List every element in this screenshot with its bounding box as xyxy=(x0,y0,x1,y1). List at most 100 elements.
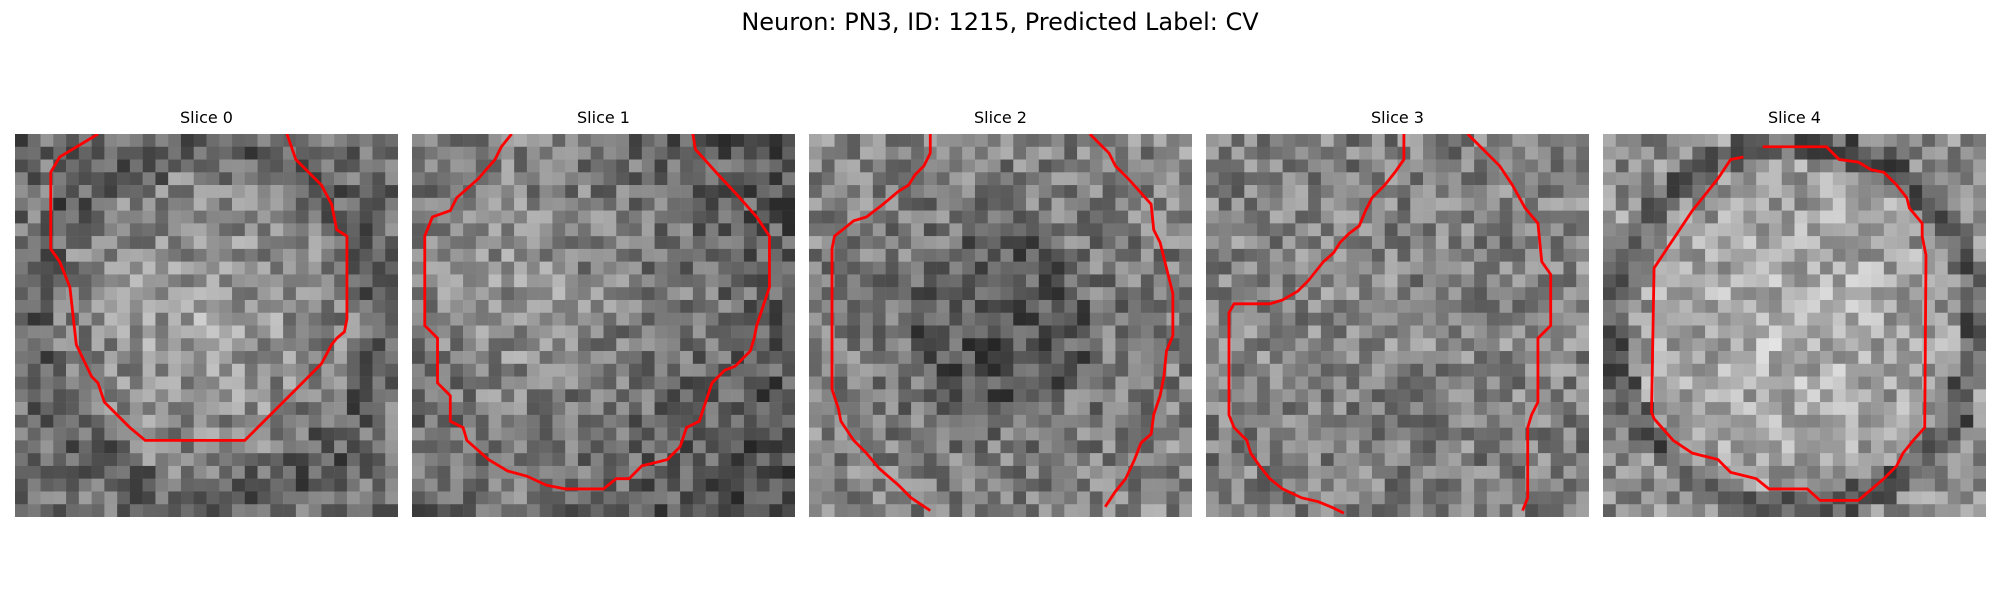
pixel xyxy=(514,440,528,454)
pixel xyxy=(1666,185,1680,199)
pixel xyxy=(705,440,719,454)
pixel xyxy=(1807,134,1821,148)
pixel xyxy=(1576,223,1589,237)
pixel xyxy=(629,453,643,467)
pixel xyxy=(257,338,271,352)
pixel xyxy=(295,197,309,211)
pixel xyxy=(372,185,386,199)
pixel xyxy=(117,197,131,211)
pixel xyxy=(577,312,591,326)
pixel xyxy=(1781,351,1795,365)
pixel xyxy=(1692,427,1706,441)
pixel xyxy=(1206,504,1220,517)
pixel xyxy=(1807,210,1821,224)
pixel xyxy=(680,197,694,211)
pixel xyxy=(1756,185,1770,199)
pixel xyxy=(1435,197,1449,211)
pixel xyxy=(412,402,426,416)
pixel xyxy=(1537,402,1551,416)
pixel xyxy=(1206,299,1220,313)
pixel xyxy=(1499,414,1513,428)
pixel xyxy=(616,402,630,416)
pixel xyxy=(1960,363,1974,377)
pixel xyxy=(308,159,322,173)
pixel xyxy=(1140,478,1154,492)
pixel xyxy=(321,299,335,313)
pixel xyxy=(1525,363,1539,377)
pixel xyxy=(283,274,297,288)
pixel xyxy=(1257,414,1271,428)
pixel xyxy=(1499,312,1513,326)
pixel xyxy=(257,376,271,390)
pixel xyxy=(923,223,937,237)
pixel xyxy=(1448,134,1462,148)
pixel xyxy=(1231,274,1245,288)
pixel xyxy=(1730,261,1744,275)
pixel xyxy=(437,351,451,365)
slice-panel-0: Slice 0 xyxy=(15,108,398,517)
pixel xyxy=(488,325,502,339)
pixel xyxy=(565,414,579,428)
pixel xyxy=(1883,338,1897,352)
pixel xyxy=(346,197,360,211)
pixel xyxy=(1218,465,1232,479)
pixel xyxy=(1525,274,1539,288)
pixel xyxy=(847,223,861,237)
pixel xyxy=(1756,453,1770,467)
pixel xyxy=(359,287,373,301)
pixel xyxy=(129,440,143,454)
pixel xyxy=(450,210,464,224)
pixel xyxy=(1537,172,1551,186)
pixel xyxy=(424,491,438,505)
pixel xyxy=(1654,504,1668,517)
pixel xyxy=(372,223,386,237)
pixel xyxy=(654,210,668,224)
pixel xyxy=(424,312,438,326)
pixel xyxy=(1666,351,1680,365)
pixel xyxy=(1973,185,1986,199)
pixel xyxy=(974,453,988,467)
pixel xyxy=(641,236,655,250)
pixel xyxy=(155,146,169,160)
pixel xyxy=(743,465,757,479)
pixel xyxy=(270,134,284,148)
pixel xyxy=(1537,185,1551,199)
pixel xyxy=(847,414,861,428)
pixel xyxy=(654,491,668,505)
pixel xyxy=(346,440,360,454)
pixel xyxy=(1218,197,1232,211)
pixel xyxy=(1820,210,1834,224)
pixel xyxy=(1563,185,1577,199)
pixel xyxy=(1384,427,1398,441)
pixel xyxy=(987,453,1001,467)
pixel xyxy=(1858,414,1872,428)
pixel xyxy=(1423,274,1437,288)
pixel xyxy=(692,440,706,454)
pixel xyxy=(1679,312,1693,326)
pixel xyxy=(308,389,322,403)
pixel xyxy=(142,351,156,365)
pixel xyxy=(1871,427,1885,441)
pixel xyxy=(1679,351,1693,365)
pixel xyxy=(1115,504,1129,517)
pixel xyxy=(1679,248,1693,262)
pixel xyxy=(1166,427,1180,441)
pixel xyxy=(359,299,373,313)
pixel xyxy=(1448,197,1462,211)
pixel xyxy=(1820,427,1834,441)
pixel xyxy=(104,287,118,301)
pixel xyxy=(1499,453,1513,467)
pixel xyxy=(1756,197,1770,211)
pixel xyxy=(616,274,630,288)
pixel xyxy=(680,478,694,492)
pixel xyxy=(1051,427,1065,441)
pixel xyxy=(1756,236,1770,250)
pixel xyxy=(1474,402,1488,416)
pixel xyxy=(1576,146,1589,160)
pixel xyxy=(565,453,579,467)
pixel xyxy=(974,197,988,211)
pixel xyxy=(1845,453,1859,467)
pixel xyxy=(372,389,386,403)
pixel xyxy=(193,338,207,352)
pixel xyxy=(1641,504,1655,517)
